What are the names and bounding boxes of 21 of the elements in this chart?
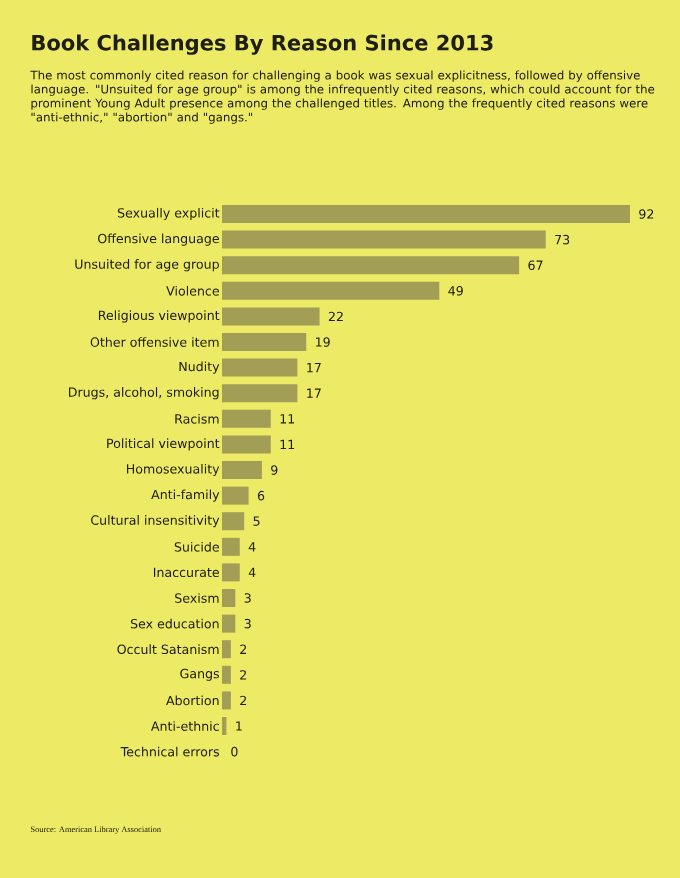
bar	[222, 307, 320, 326]
bar	[222, 256, 520, 275]
bar	[222, 665, 231, 684]
bar	[222, 333, 307, 352]
bar	[222, 461, 262, 480]
bar	[222, 563, 240, 582]
bar	[222, 640, 231, 659]
bar	[222, 281, 440, 300]
bar	[222, 691, 231, 710]
bar	[222, 435, 271, 454]
bar	[222, 409, 271, 428]
bar	[222, 230, 546, 249]
chart-title: Book Challenges By Reason Since 2013	[32, 34, 493, 55]
bar	[222, 358, 298, 377]
bar	[222, 614, 236, 633]
bar	[222, 384, 298, 403]
bar	[222, 486, 249, 505]
bar	[222, 205, 630, 224]
bar	[222, 589, 236, 608]
bar	[222, 537, 240, 556]
bar	[222, 512, 245, 531]
